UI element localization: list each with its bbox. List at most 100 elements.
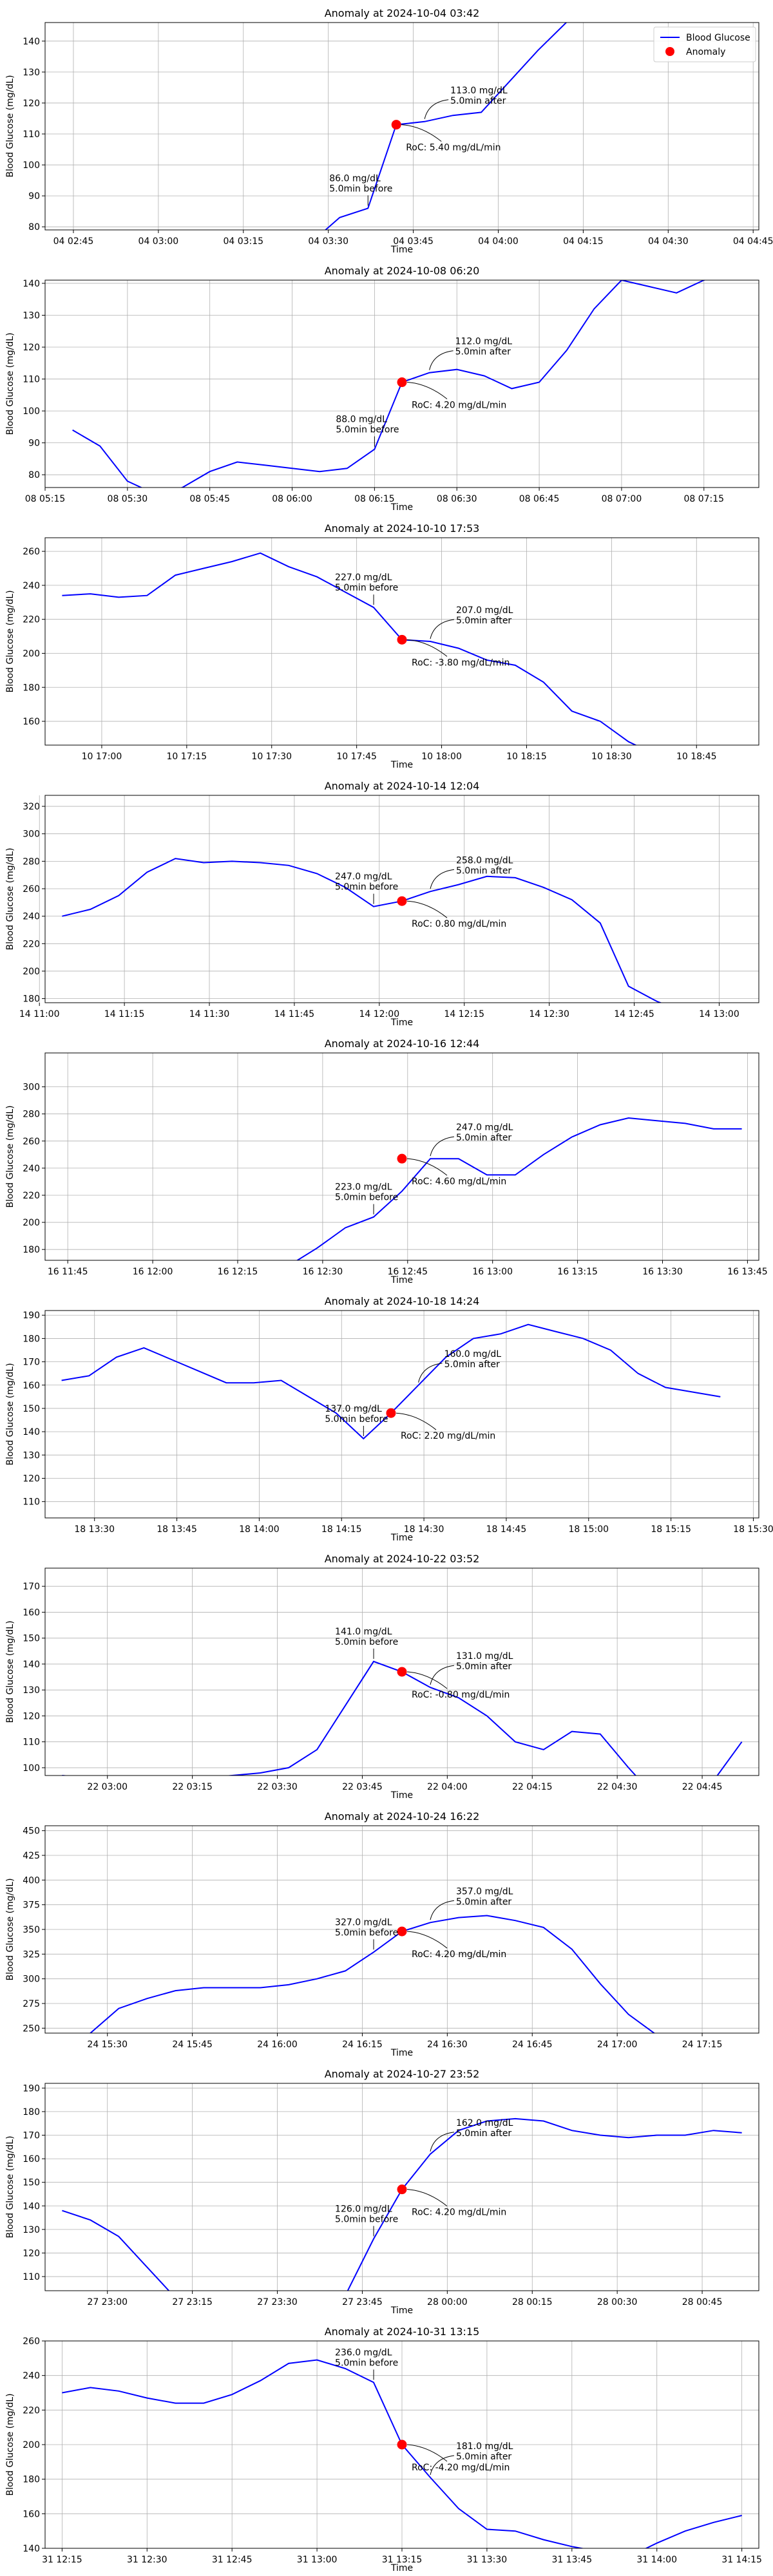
x-tick-label: 27 23:00 — [87, 2297, 128, 2307]
y-tick-label: 120 — [23, 2248, 40, 2259]
y-tick-label: 120 — [23, 99, 40, 109]
y-tick-label: 220 — [23, 1191, 40, 1201]
annotation-after-value: 181.0 mg/dL — [456, 2441, 513, 2452]
x-axis-label: Time — [390, 2048, 413, 2058]
annotation-rate-of-change: RoC: 4.20 mg/dL/min — [412, 2208, 506, 2218]
chart-svg: Anomaly at 2024-10-16 12:44 180 200 220 240 2… — [5, 1037, 768, 1285]
annotation-rate-of-change: RoC: 0.80 mg/dL/min — [412, 919, 506, 929]
anomaly-point — [386, 1408, 396, 1418]
x-axis-label: Time — [390, 1533, 413, 1543]
x-tick-label: 10 18:30 — [591, 752, 632, 762]
x-tick-label: 04 03:45 — [393, 236, 434, 247]
anomaly-point — [397, 1153, 407, 1164]
x-tick-label: 14 12:15 — [444, 1009, 484, 1019]
y-axis-label: Blood Glucose (mg/dL) — [5, 75, 15, 177]
x-tick-label: 18 13:45 — [157, 1524, 197, 1535]
y-tick-label: 220 — [23, 2405, 40, 2416]
anomaly-point — [397, 377, 407, 388]
x-tick-label: 31 13:15 — [382, 2555, 423, 2565]
y-tick-label: 110 — [23, 1497, 40, 1508]
x-tick-label: 27 23:30 — [257, 2297, 298, 2307]
series-line — [62, 1660, 743, 1776]
y-tick-label: 180 — [23, 994, 40, 1005]
legend-swatch-marker — [665, 47, 674, 56]
annotation-after-value: 207.0 mg/dL — [456, 605, 513, 616]
y-tick-label: 110 — [23, 2272, 40, 2282]
annotation-roc-arrow — [406, 639, 448, 657]
x-tick-label: 14 12:00 — [359, 1009, 400, 1019]
annotation-before-offset: 5.0min before — [335, 1193, 398, 1203]
annotation-after-value: 131.0 mg/dL — [456, 1651, 513, 1662]
x-tick-label: 22 04:15 — [512, 1782, 553, 1792]
y-tick-label: 160 — [23, 717, 40, 727]
x-tick-label: 31 12:15 — [42, 2555, 82, 2565]
annotation-after-value: 247.0 mg/dL — [456, 1122, 513, 1133]
annotation-after-offset: 5.0min after — [455, 347, 511, 357]
y-tick-label: 220 — [23, 939, 40, 949]
annotation-before-offset: 5.0min before — [335, 2215, 398, 2225]
annotation-roc-arrow — [396, 1412, 437, 1430]
chart-title: Anomaly at 2024-10-18 14:24 — [325, 1295, 480, 1307]
chart-panel: Anomaly at 2024-10-16 12:44 180 200 220 240 2… — [0, 1030, 773, 1288]
x-tick-label: 18 15:00 — [568, 1524, 609, 1535]
chart-panel: Anomaly at 2024-10-31 13:15 140 160 180 200 2… — [0, 2318, 773, 2576]
y-tick-label: 320 — [23, 802, 40, 812]
y-tick-label: 110 — [23, 129, 40, 140]
x-tick-label: 24 17:00 — [597, 2040, 638, 2050]
plot-frame — [44, 1310, 759, 1519]
y-tick-label: 300 — [23, 1975, 40, 1985]
x-tick-label: 08 07:00 — [602, 494, 642, 504]
y-tick-label: 220 — [23, 615, 40, 625]
x-tick-label: 10 18:45 — [676, 752, 717, 762]
plot-frame — [44, 795, 759, 1003]
anomaly-point — [397, 1667, 407, 1677]
y-tick-label: 140 — [23, 2201, 40, 2211]
y-tick-label: 280 — [23, 857, 40, 867]
series-line — [89, 1915, 656, 2033]
annotation-before-value: 227.0 mg/dL — [335, 573, 392, 583]
x-tick-label: 24 16:45 — [512, 2040, 553, 2050]
annotation-after-value: 357.0 mg/dL — [456, 1886, 513, 1897]
annotation-after-arrow — [429, 350, 453, 370]
x-tick-label: 22 04:00 — [427, 1782, 468, 1792]
y-tick-label: 260 — [23, 884, 40, 895]
x-tick-label: 24 15:45 — [172, 2040, 213, 2050]
y-axis-label: Blood Glucose (mg/dL) — [5, 1620, 15, 1723]
x-tick-label: 16 12:45 — [387, 1267, 428, 1277]
chart-svg: Anomaly at 2024-10-31 13:15 140 160 180 200 2… — [5, 2325, 762, 2573]
x-tick-label: 27 23:15 — [172, 2297, 213, 2307]
x-tick-label: 28 00:30 — [597, 2297, 638, 2307]
y-tick-label: 130 — [23, 1685, 40, 1696]
y-tick-label: 120 — [23, 343, 40, 353]
chart-panel: Anomaly at 2024-10-24 16:22 250 275 300 325 3… — [0, 1803, 773, 2061]
y-tick-label: 260 — [23, 2336, 40, 2347]
y-axis-label: Blood Glucose (mg/dL) — [5, 590, 15, 692]
x-tick-label: 18 14:00 — [239, 1524, 280, 1535]
x-tick-label: 28 00:00 — [427, 2297, 468, 2307]
y-tick-label: 80 — [28, 222, 40, 232]
x-axis-label: Time — [390, 1018, 413, 1028]
series-line — [296, 1117, 742, 1260]
x-tick-label: 10 17:00 — [82, 752, 122, 762]
chart-panel: Anomaly at 2024-10-04 03:42 80 90 100 110 120… — [0, 0, 773, 258]
annotation-after-arrow — [418, 1363, 443, 1383]
x-axis-label: Time — [390, 2306, 413, 2316]
annotation-after-offset: 5.0min after — [444, 1359, 500, 1370]
x-tick-label: 31 12:30 — [127, 2555, 167, 2565]
y-axis-label: Blood Glucose (mg/dL) — [5, 1878, 15, 1980]
annotation-after-offset: 5.0min after — [456, 1662, 511, 1672]
x-tick-label: 24 17:15 — [682, 2040, 723, 2050]
x-tick-label: 16 13:30 — [642, 1267, 683, 1277]
annotation-after-arrow — [430, 619, 455, 639]
x-tick-label: 04 04:45 — [733, 236, 773, 247]
x-tick-label: 18 14:15 — [321, 1524, 362, 1535]
y-tick-label: 240 — [23, 1164, 40, 1174]
y-axis-label: Blood Glucose (mg/dL) — [5, 332, 15, 435]
series-line — [324, 23, 568, 230]
chart-title: Anomaly at 2024-10-31 13:15 — [325, 2325, 480, 2338]
x-tick-label: 31 14:00 — [636, 2555, 677, 2565]
x-tick-label: 22 03:30 — [257, 1782, 298, 1792]
y-tick-label: 250 — [23, 2023, 40, 2034]
y-tick-label: 180 — [23, 1334, 40, 1344]
